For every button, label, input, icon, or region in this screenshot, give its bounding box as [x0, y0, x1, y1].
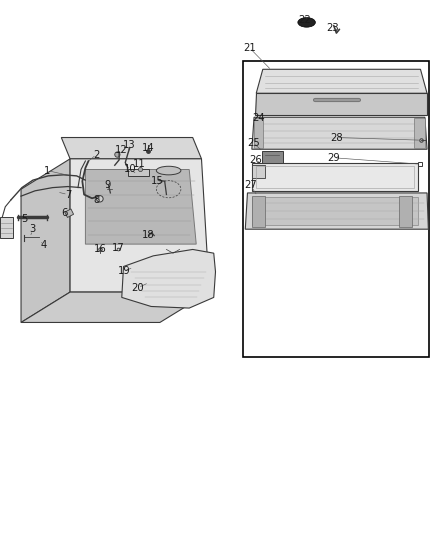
Polygon shape: [85, 169, 196, 244]
Text: 26: 26: [249, 155, 262, 165]
Text: 8: 8: [93, 195, 99, 205]
Polygon shape: [21, 292, 209, 322]
Text: 27: 27: [244, 181, 257, 190]
Text: 3: 3: [30, 224, 36, 234]
Bar: [254, 118, 263, 148]
Ellipse shape: [115, 152, 120, 157]
Polygon shape: [256, 69, 427, 93]
Polygon shape: [122, 249, 215, 308]
Text: 2: 2: [93, 150, 99, 159]
Text: 20: 20: [132, 283, 144, 293]
Text: 4: 4: [41, 240, 47, 250]
Bar: [252, 165, 265, 179]
Ellipse shape: [298, 18, 315, 27]
Text: 21: 21: [243, 43, 256, 53]
Text: 1: 1: [44, 166, 50, 175]
Bar: [262, 151, 283, 163]
Polygon shape: [21, 159, 70, 322]
Bar: [414, 118, 425, 148]
Text: 7: 7: [65, 190, 71, 199]
Text: 12: 12: [114, 146, 127, 155]
Text: 23: 23: [327, 23, 339, 33]
Text: 17: 17: [112, 244, 125, 253]
Ellipse shape: [96, 196, 103, 202]
Text: 22: 22: [298, 15, 311, 25]
Polygon shape: [245, 193, 428, 229]
Text: 6: 6: [62, 208, 68, 218]
Text: 14: 14: [142, 143, 154, 153]
Polygon shape: [65, 209, 74, 217]
Bar: [243, 61, 429, 357]
Bar: [0, 217, 13, 238]
Text: 9: 9: [104, 181, 110, 190]
Text: 19: 19: [117, 266, 131, 276]
Polygon shape: [61, 138, 201, 159]
Text: 5: 5: [21, 214, 27, 223]
Polygon shape: [252, 117, 427, 149]
Text: 13: 13: [124, 140, 136, 150]
Bar: [252, 163, 418, 191]
Text: 29: 29: [327, 153, 340, 163]
Bar: [252, 196, 265, 227]
Text: 15: 15: [150, 176, 163, 186]
Polygon shape: [255, 93, 427, 115]
Ellipse shape: [156, 166, 181, 175]
Polygon shape: [70, 159, 209, 292]
Text: 18: 18: [142, 230, 154, 239]
Text: 11: 11: [133, 159, 146, 169]
Bar: [399, 196, 412, 227]
Bar: [252, 197, 418, 225]
Bar: [256, 166, 414, 188]
Bar: [128, 169, 149, 176]
Text: 25: 25: [247, 138, 260, 148]
Text: 28: 28: [330, 133, 343, 142]
Text: 24: 24: [252, 114, 265, 123]
Text: 10: 10: [124, 165, 137, 174]
Text: 16: 16: [93, 245, 106, 254]
